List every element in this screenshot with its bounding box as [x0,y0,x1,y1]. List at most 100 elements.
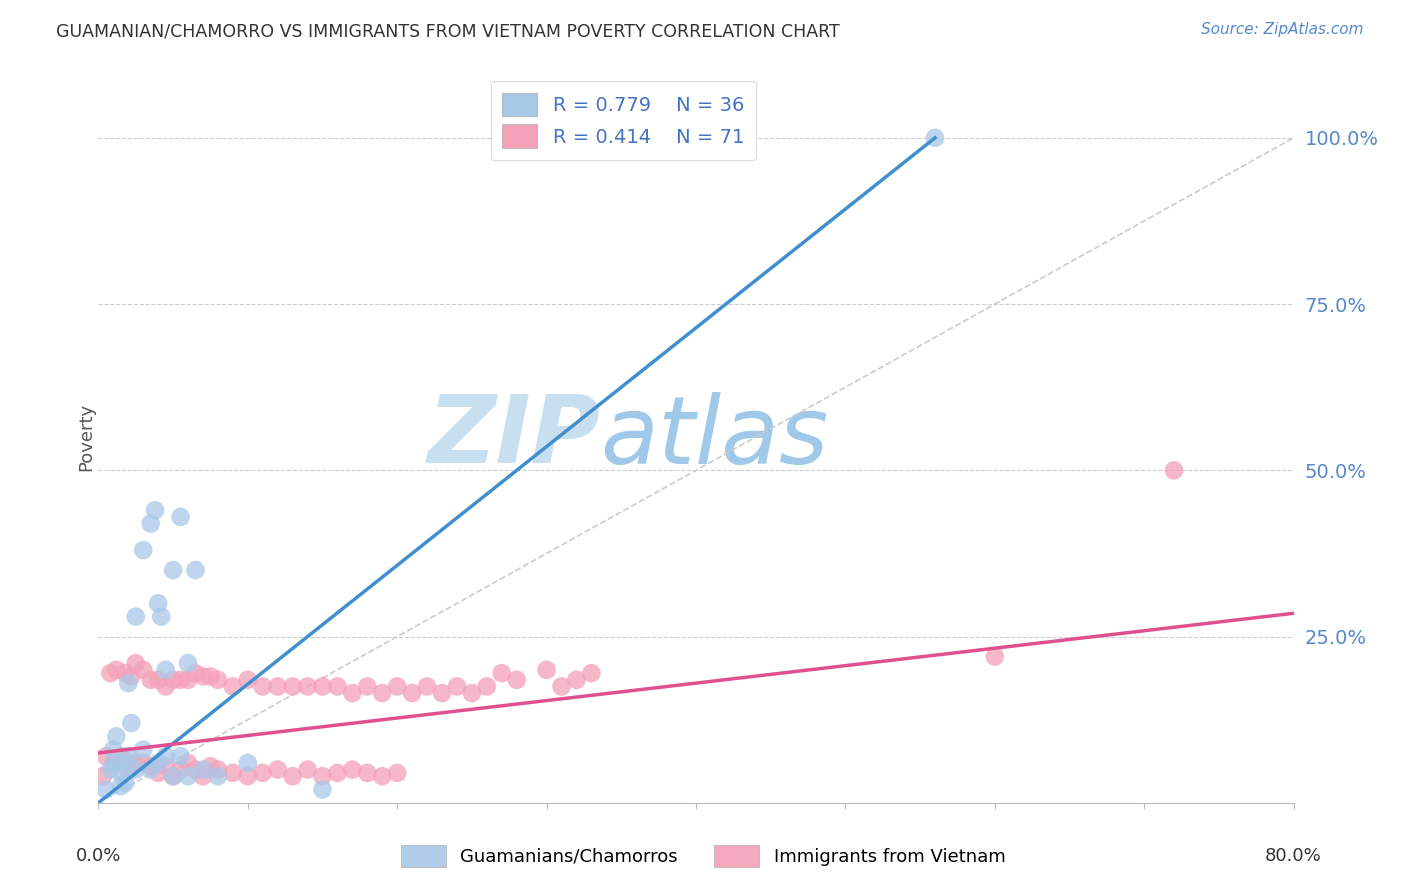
Point [169,763,191,777]
Point [236,769,259,783]
Point [371,686,394,700]
Point [297,680,319,694]
Point [506,673,529,687]
Point [169,749,191,764]
Point [207,769,229,783]
Point [430,686,453,700]
Point [461,686,484,700]
Point [177,656,200,670]
Point [162,563,184,577]
Point [132,756,155,770]
Point [94,749,117,764]
Point [103,756,125,770]
Point [139,763,162,777]
Point [385,765,409,780]
Point [342,686,364,700]
Point [91,769,114,783]
Point [311,769,333,783]
Point [177,769,200,783]
Point [125,656,148,670]
Point [184,763,207,777]
Point [103,756,125,770]
Point [550,680,572,694]
Text: ZIP: ZIP [427,391,600,483]
Point [236,756,259,770]
Point [191,669,214,683]
Point [105,663,128,677]
Point [155,680,177,694]
Point [191,769,214,783]
Point [117,749,139,764]
Point [98,763,122,777]
Point [191,763,214,777]
Text: Source: ZipAtlas.com: Source: ZipAtlas.com [1201,22,1364,37]
Point [924,131,946,145]
Point [207,763,229,777]
Point [184,666,207,681]
Text: atlas: atlas [600,392,828,483]
Point [125,763,148,777]
Point [252,680,274,694]
Legend: R = 0.779    N = 36, R = 0.414    N = 71: R = 0.779 N = 36, R = 0.414 N = 71 [491,81,756,160]
Point [200,759,222,773]
Point [110,779,132,793]
Point [143,503,166,517]
Point [162,769,184,783]
Point [148,596,170,610]
Point [94,782,117,797]
Point [297,763,319,777]
Point [1163,463,1185,477]
Point [385,680,409,694]
Text: GUAMANIAN/CHAMORRO VS IMMIGRANTS FROM VIETNAM POVERTY CORRELATION CHART: GUAMANIAN/CHAMORRO VS IMMIGRANTS FROM VI… [56,22,839,40]
Point [222,765,245,780]
Point [281,680,304,694]
Point [581,666,603,681]
Point [475,680,498,694]
Point [132,663,155,677]
Point [132,742,155,756]
Point [114,756,136,770]
Point [98,666,122,681]
Point [139,516,162,531]
Point [177,673,200,687]
Point [491,666,513,681]
Point [155,749,177,764]
Point [117,676,139,690]
Point [162,769,184,783]
Point [162,673,184,687]
Point [536,663,558,677]
Point [110,765,132,780]
Y-axis label: Poverty: Poverty [77,403,96,471]
Point [148,756,170,770]
Point [401,686,423,700]
Point [207,673,229,687]
Point [446,680,468,694]
Point [342,763,364,777]
Point [356,765,378,780]
Point [267,763,290,777]
Point [105,729,128,743]
Point [267,680,290,694]
Point [125,609,148,624]
Point [416,680,439,694]
Point [148,673,170,687]
Point [326,680,349,694]
Point [184,563,207,577]
Point [103,742,125,756]
Legend: Guamanians/Chamorros, Immigrants from Vietnam: Guamanians/Chamorros, Immigrants from Vi… [394,838,1012,874]
Point [139,759,162,773]
Text: 0.0%: 0.0% [76,847,121,864]
Point [132,543,155,558]
Point [150,609,173,624]
Point [326,765,349,780]
Point [169,509,191,524]
Point [565,673,588,687]
Point [356,680,378,694]
Point [139,673,162,687]
Point [222,680,245,694]
Point [177,756,200,770]
Point [114,666,136,681]
Point [114,776,136,790]
Point [155,663,177,677]
Point [236,673,259,687]
